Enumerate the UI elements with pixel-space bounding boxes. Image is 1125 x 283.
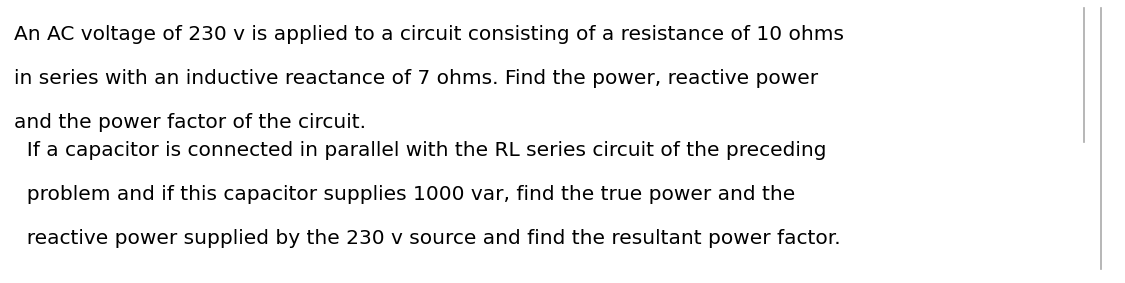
Text: in series with an inductive reactance of 7 ohms. Find the power, reactive power: in series with an inductive reactance of…: [14, 69, 818, 88]
Text: If a capacitor is connected in parallel with the RL series circuit of the preced: If a capacitor is connected in parallel …: [14, 142, 826, 160]
Text: reactive power supplied by the 230 v source and find the resultant power factor.: reactive power supplied by the 230 v sou…: [14, 229, 840, 248]
Text: problem and if this capacitor supplies 1000 var, find the true power and the: problem and if this capacitor supplies 1…: [14, 185, 794, 204]
Text: An AC voltage of 230 v is applied to a circuit consisting of a resistance of 10 : An AC voltage of 230 v is applied to a c…: [14, 25, 844, 44]
Text: and the power factor of the circuit.: and the power factor of the circuit.: [14, 113, 366, 132]
